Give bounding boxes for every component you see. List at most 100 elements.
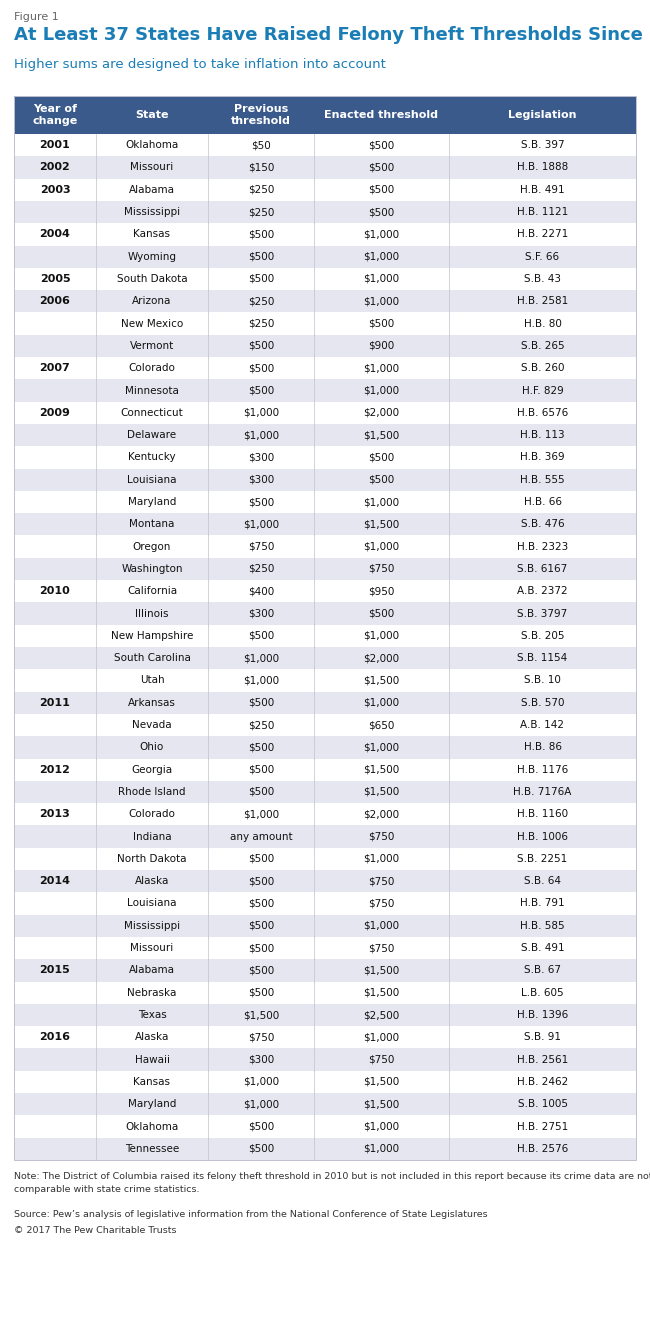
Text: $300: $300: [248, 474, 274, 485]
Bar: [14, 536, 636, 558]
Text: H.B. 1160: H.B. 1160: [517, 809, 568, 819]
Bar: [14, 714, 636, 736]
Text: H.B. 7176A: H.B. 7176A: [514, 788, 572, 797]
Text: $250: $250: [248, 296, 274, 307]
Text: S.B. 1005: S.B. 1005: [517, 1100, 567, 1109]
Text: $1,000: $1,000: [363, 229, 400, 240]
Bar: [14, 245, 636, 267]
Text: Alabama: Alabama: [129, 184, 175, 195]
Text: Arizona: Arizona: [133, 296, 172, 307]
Bar: [14, 826, 636, 848]
Text: $500: $500: [248, 743, 274, 752]
Text: $250: $250: [248, 184, 274, 195]
Bar: [14, 267, 636, 290]
Text: $950: $950: [369, 586, 395, 597]
Bar: [14, 179, 636, 202]
Text: $500: $500: [248, 229, 274, 240]
Bar: [14, 1071, 636, 1093]
Text: $500: $500: [369, 453, 395, 462]
Bar: [14, 579, 636, 602]
Text: $2,000: $2,000: [363, 809, 400, 819]
Text: H.B. 1006: H.B. 1006: [517, 831, 568, 842]
Bar: [14, 602, 636, 624]
Text: $1,000: $1,000: [243, 676, 279, 685]
Text: $500: $500: [248, 1144, 274, 1154]
Text: H.B. 491: H.B. 491: [520, 184, 565, 195]
Text: S.F. 66: S.F. 66: [525, 252, 560, 262]
Bar: [14, 202, 636, 223]
Text: H.B. 2271: H.B. 2271: [517, 229, 568, 240]
Text: H.B. 113: H.B. 113: [520, 431, 565, 440]
Text: $500: $500: [248, 341, 274, 350]
Text: 2016: 2016: [40, 1033, 70, 1042]
Text: 2009: 2009: [40, 408, 70, 417]
Bar: [14, 669, 636, 691]
Text: $500: $500: [369, 184, 395, 195]
Text: Enacted threshold: Enacted threshold: [324, 111, 439, 120]
Text: $1,500: $1,500: [363, 519, 400, 529]
Text: H.B. 1121: H.B. 1121: [517, 207, 568, 217]
Text: Hawaii: Hawaii: [135, 1055, 170, 1064]
Text: $1,000: $1,000: [363, 743, 400, 752]
Bar: [14, 647, 636, 669]
Text: H.B. 1176: H.B. 1176: [517, 765, 568, 774]
Text: Mississippi: Mississippi: [124, 921, 180, 931]
Text: S.B. 1154: S.B. 1154: [517, 653, 567, 664]
Text: $500: $500: [248, 1122, 274, 1131]
Text: H.B. 1396: H.B. 1396: [517, 1010, 568, 1021]
Bar: [14, 1138, 636, 1160]
Text: S.B. 570: S.B. 570: [521, 698, 564, 707]
Bar: [14, 379, 636, 402]
Text: H.B. 2581: H.B. 2581: [517, 296, 568, 307]
Text: $500: $500: [248, 698, 274, 707]
Text: $1,000: $1,000: [243, 431, 279, 440]
Text: H.B. 2462: H.B. 2462: [517, 1077, 568, 1087]
Text: Previous
threshold: Previous threshold: [231, 104, 291, 126]
Text: Texas: Texas: [138, 1010, 166, 1021]
Text: North Dakota: North Dakota: [117, 853, 187, 864]
Text: $2,500: $2,500: [363, 1010, 400, 1021]
Bar: [14, 514, 636, 536]
Text: $500: $500: [248, 876, 274, 886]
Text: Alaska: Alaska: [135, 1033, 169, 1042]
Text: Wyoming: Wyoming: [127, 252, 177, 262]
Bar: [14, 96, 636, 1160]
Text: $1,500: $1,500: [363, 965, 400, 976]
Text: Missouri: Missouri: [131, 943, 174, 954]
Text: $500: $500: [248, 252, 274, 262]
Text: Maryland: Maryland: [128, 1100, 176, 1109]
Text: 2005: 2005: [40, 274, 70, 284]
Text: $750: $750: [369, 1055, 395, 1064]
Text: Connecticut: Connecticut: [121, 408, 183, 417]
Text: S.B. 397: S.B. 397: [521, 140, 564, 150]
Text: $400: $400: [248, 586, 274, 597]
Text: $1,000: $1,000: [243, 408, 279, 417]
Text: Minnesota: Minnesota: [125, 386, 179, 395]
Text: Colorado: Colorado: [129, 809, 176, 819]
Text: $500: $500: [248, 497, 274, 507]
Text: $500: $500: [248, 788, 274, 797]
Text: 2014: 2014: [40, 876, 70, 886]
Text: H.B. 1888: H.B. 1888: [517, 162, 568, 173]
Text: $1,000: $1,000: [243, 653, 279, 664]
Text: State: State: [135, 111, 169, 120]
Text: $1,000: $1,000: [363, 1144, 400, 1154]
Text: H.B. 791: H.B. 791: [520, 898, 565, 909]
Text: $1,000: $1,000: [363, 853, 400, 864]
Text: $500: $500: [248, 921, 274, 931]
Text: $500: $500: [248, 988, 274, 998]
Bar: [14, 624, 636, 647]
Text: $1,000: $1,000: [363, 1033, 400, 1042]
Text: 2006: 2006: [40, 296, 70, 307]
Text: Year of
change: Year of change: [32, 104, 77, 126]
Text: © 2017 The Pew Charitable Trusts: © 2017 The Pew Charitable Trusts: [14, 1226, 177, 1235]
Bar: [14, 157, 636, 179]
Text: $1,000: $1,000: [363, 698, 400, 707]
Text: $1,000: $1,000: [363, 363, 400, 373]
Text: Kentucky: Kentucky: [128, 453, 176, 462]
Text: $300: $300: [248, 1055, 274, 1064]
Bar: [14, 335, 636, 357]
Text: 2003: 2003: [40, 184, 70, 195]
Text: $300: $300: [248, 453, 274, 462]
Text: Maryland: Maryland: [128, 497, 176, 507]
